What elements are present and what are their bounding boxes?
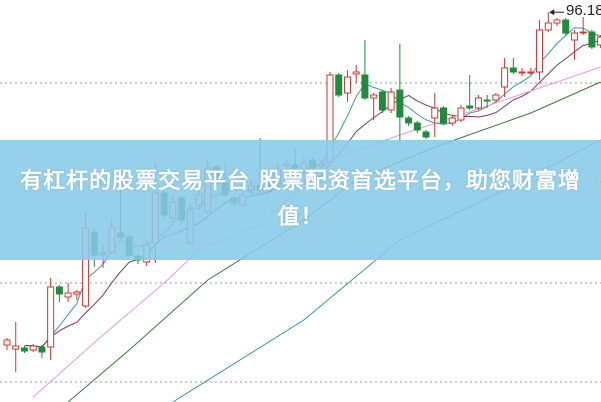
candle-down (335, 74, 343, 96)
candle-up (544, 22, 552, 31)
candle-up (47, 286, 55, 348)
candle-up (12, 345, 20, 350)
promo-banner: 有杠杆的股票交易平台 股票配资首选平台，助您财富增值！ (0, 140, 601, 260)
candle-down (405, 117, 413, 124)
candle-down (440, 107, 447, 124)
candle-up (518, 71, 526, 74)
candle-up (3, 339, 11, 346)
candle-down (361, 74, 369, 99)
candle-up (597, 36, 601, 46)
candle-up (343, 76, 351, 94)
candle-down (466, 105, 474, 109)
candle-down (588, 31, 596, 48)
candle-up (553, 19, 561, 24)
candle-down (483, 99, 491, 102)
candle-up (570, 32, 578, 41)
candle-up (457, 107, 465, 121)
candle-down (422, 131, 430, 138)
candle-up (431, 107, 439, 119)
candle-down (38, 346, 46, 353)
candle-down (55, 286, 63, 295)
candle-up (492, 94, 500, 101)
candle-up (29, 345, 37, 351)
candle-up (64, 292, 72, 298)
candle-up (474, 97, 482, 109)
candle-up (527, 71, 535, 74)
candle-down (509, 67, 517, 73)
candle-up (579, 31, 587, 34)
candle-down (20, 347, 28, 352)
banner-text: 有杠杆的股票交易平台 股票配资首选平台，助您财富增值！ (20, 169, 581, 230)
candle-down (378, 91, 386, 111)
candle-up (536, 29, 544, 73)
candle-up (387, 91, 395, 111)
candle-up (352, 71, 360, 75)
candle-up (501, 67, 509, 88)
max-marker-arrow-icon (549, 9, 555, 16)
max-price-label: 96.18 (566, 2, 601, 19)
candle-up (73, 291, 81, 295)
candle-down (562, 19, 570, 34)
candle-up (448, 117, 456, 124)
candle-up (370, 94, 378, 99)
candle-down (413, 122, 421, 131)
candle-down (396, 89, 404, 118)
